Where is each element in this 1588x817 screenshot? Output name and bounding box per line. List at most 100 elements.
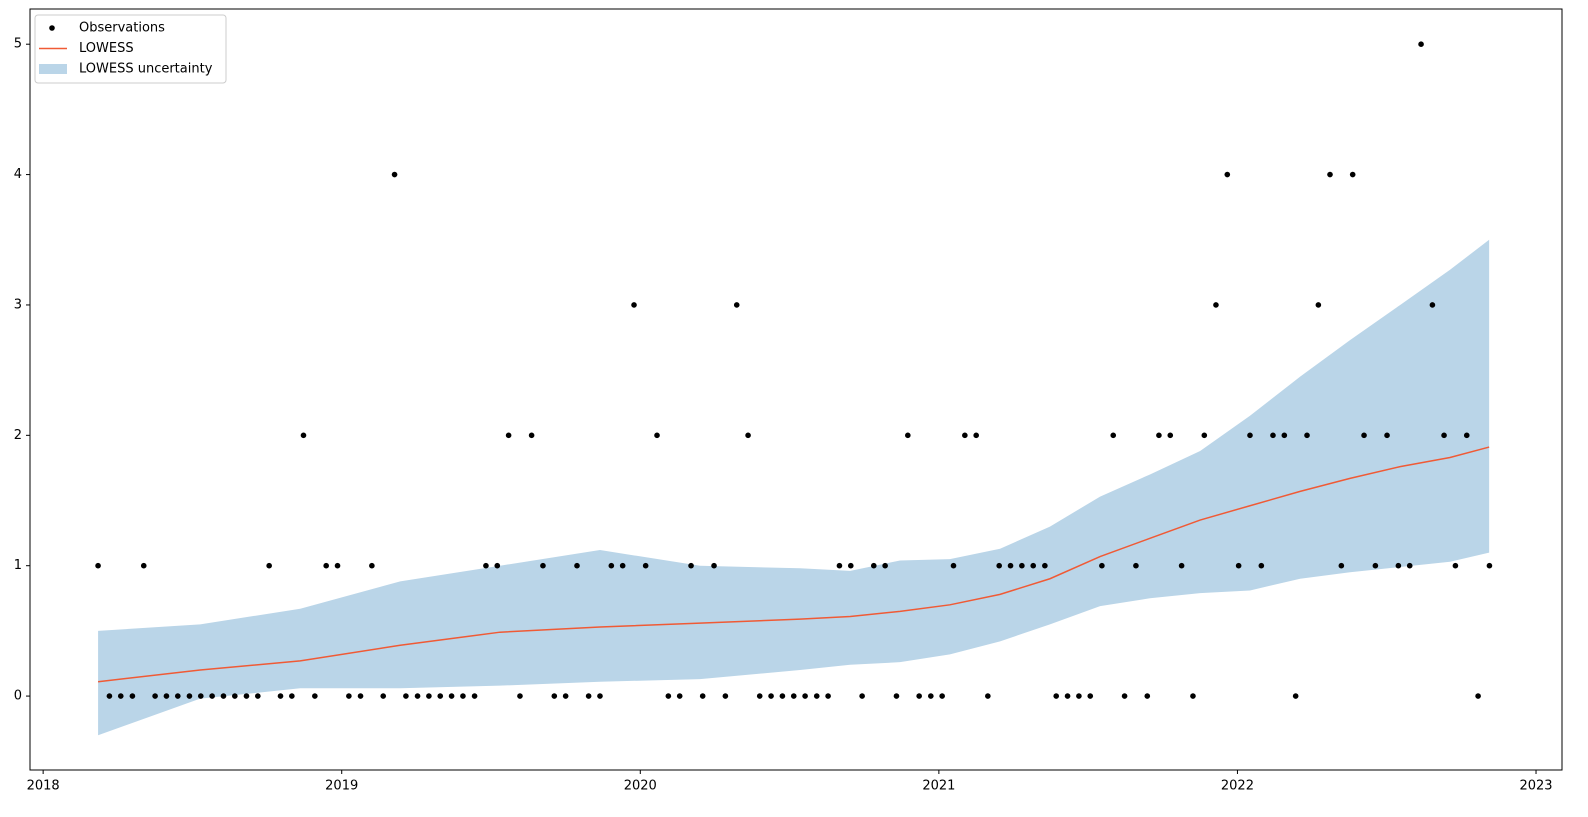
observation-point	[962, 432, 968, 439]
observation-point	[517, 693, 523, 699]
observation-point	[1178, 562, 1185, 569]
observation-point	[186, 693, 193, 699]
observation-point	[117, 693, 124, 699]
observation-point	[1167, 432, 1174, 439]
observation-point	[1007, 562, 1014, 569]
observation-point	[1463, 432, 1470, 439]
observation-point	[129, 693, 136, 699]
observation-point	[1030, 562, 1037, 569]
observation-point	[1076, 693, 1082, 699]
observation-point	[1235, 562, 1242, 569]
observation-point	[722, 693, 729, 699]
observation-point	[1281, 432, 1288, 439]
observation-point	[380, 693, 387, 699]
observation-point	[642, 562, 649, 569]
observation-point	[1372, 562, 1379, 569]
observation-point	[1144, 693, 1151, 699]
observation-point	[1247, 432, 1253, 439]
observation-point	[540, 562, 546, 569]
observation-point	[654, 432, 660, 439]
observation-point	[1315, 302, 1322, 308]
observation-point	[1270, 432, 1276, 439]
observation-point	[266, 562, 272, 569]
observation-point	[369, 562, 375, 569]
observation-point	[163, 693, 170, 699]
observation-point	[1087, 693, 1094, 699]
observation-point	[756, 693, 763, 699]
observation-point	[916, 693, 922, 699]
observation-point	[859, 693, 865, 699]
observation-point	[1327, 171, 1333, 178]
observation-point	[574, 562, 580, 569]
observation-point	[243, 693, 250, 699]
observation-point	[505, 432, 512, 439]
observation-point	[619, 562, 626, 569]
observation-point	[928, 693, 934, 699]
legend-label: LOWESS	[79, 41, 134, 56]
observation-point	[174, 693, 181, 699]
observation-point	[711, 562, 717, 569]
observation-point	[985, 693, 991, 699]
observation-point	[1133, 562, 1139, 569]
legend: Observations LOWESS LOWESS uncertainty	[34, 14, 227, 84]
observation-point	[1338, 562, 1345, 569]
observation-point	[437, 693, 444, 699]
observation-point	[323, 562, 329, 569]
observation-point	[357, 693, 364, 699]
observation-point	[483, 562, 489, 569]
observation-point	[1486, 562, 1493, 569]
observation-point	[426, 693, 432, 699]
observation-point	[847, 562, 854, 569]
y-tick-label: 3	[14, 297, 22, 312]
observation-point	[699, 693, 706, 699]
observation-point	[1042, 562, 1048, 569]
observation-point	[973, 432, 979, 439]
observation-point	[1121, 693, 1128, 699]
observation-point	[197, 693, 204, 699]
observation-point	[608, 562, 615, 569]
observation-point	[460, 693, 466, 699]
observation-point	[551, 693, 558, 699]
observation-point	[300, 432, 307, 439]
observation-point	[494, 562, 501, 569]
observation-point	[1019, 562, 1025, 569]
observation-point	[939, 693, 945, 699]
legend-box	[34, 14, 227, 84]
observation-point	[1452, 562, 1459, 569]
observation-point	[1190, 693, 1196, 699]
observation-point	[790, 693, 797, 699]
plot-frame	[29, 8, 1563, 771]
x-tick-label: 2023	[1519, 779, 1552, 794]
observation-point	[1110, 432, 1117, 439]
observation-point	[1406, 562, 1413, 569]
observation-point	[733, 302, 740, 308]
observation-point	[1395, 562, 1402, 569]
observation-point	[768, 693, 774, 699]
observation-point	[277, 693, 284, 699]
observation-point	[334, 562, 341, 569]
observation-point	[312, 693, 318, 699]
uncertainty-band	[98, 239, 1490, 736]
observation-point	[140, 562, 147, 569]
observation-point	[1201, 432, 1208, 439]
x-tick-label: 2019	[325, 779, 358, 794]
observation-point	[825, 693, 831, 699]
legend-marker	[39, 64, 67, 74]
observation-point	[1475, 693, 1481, 699]
observation-point	[1418, 41, 1424, 48]
observation-point	[403, 693, 409, 699]
observation-point	[870, 562, 877, 569]
observation-point	[289, 693, 295, 699]
x-tick-label: 2020	[624, 779, 657, 794]
observation-point	[893, 693, 900, 699]
observation-point	[802, 693, 808, 699]
observation-point	[882, 562, 888, 569]
observation-point	[1258, 562, 1265, 569]
observation-point	[414, 693, 421, 699]
observation-point	[471, 693, 478, 699]
y-tick-label: 5	[14, 37, 22, 52]
observation-point	[813, 693, 820, 699]
observation-point	[528, 432, 535, 439]
observation-point	[562, 693, 569, 699]
